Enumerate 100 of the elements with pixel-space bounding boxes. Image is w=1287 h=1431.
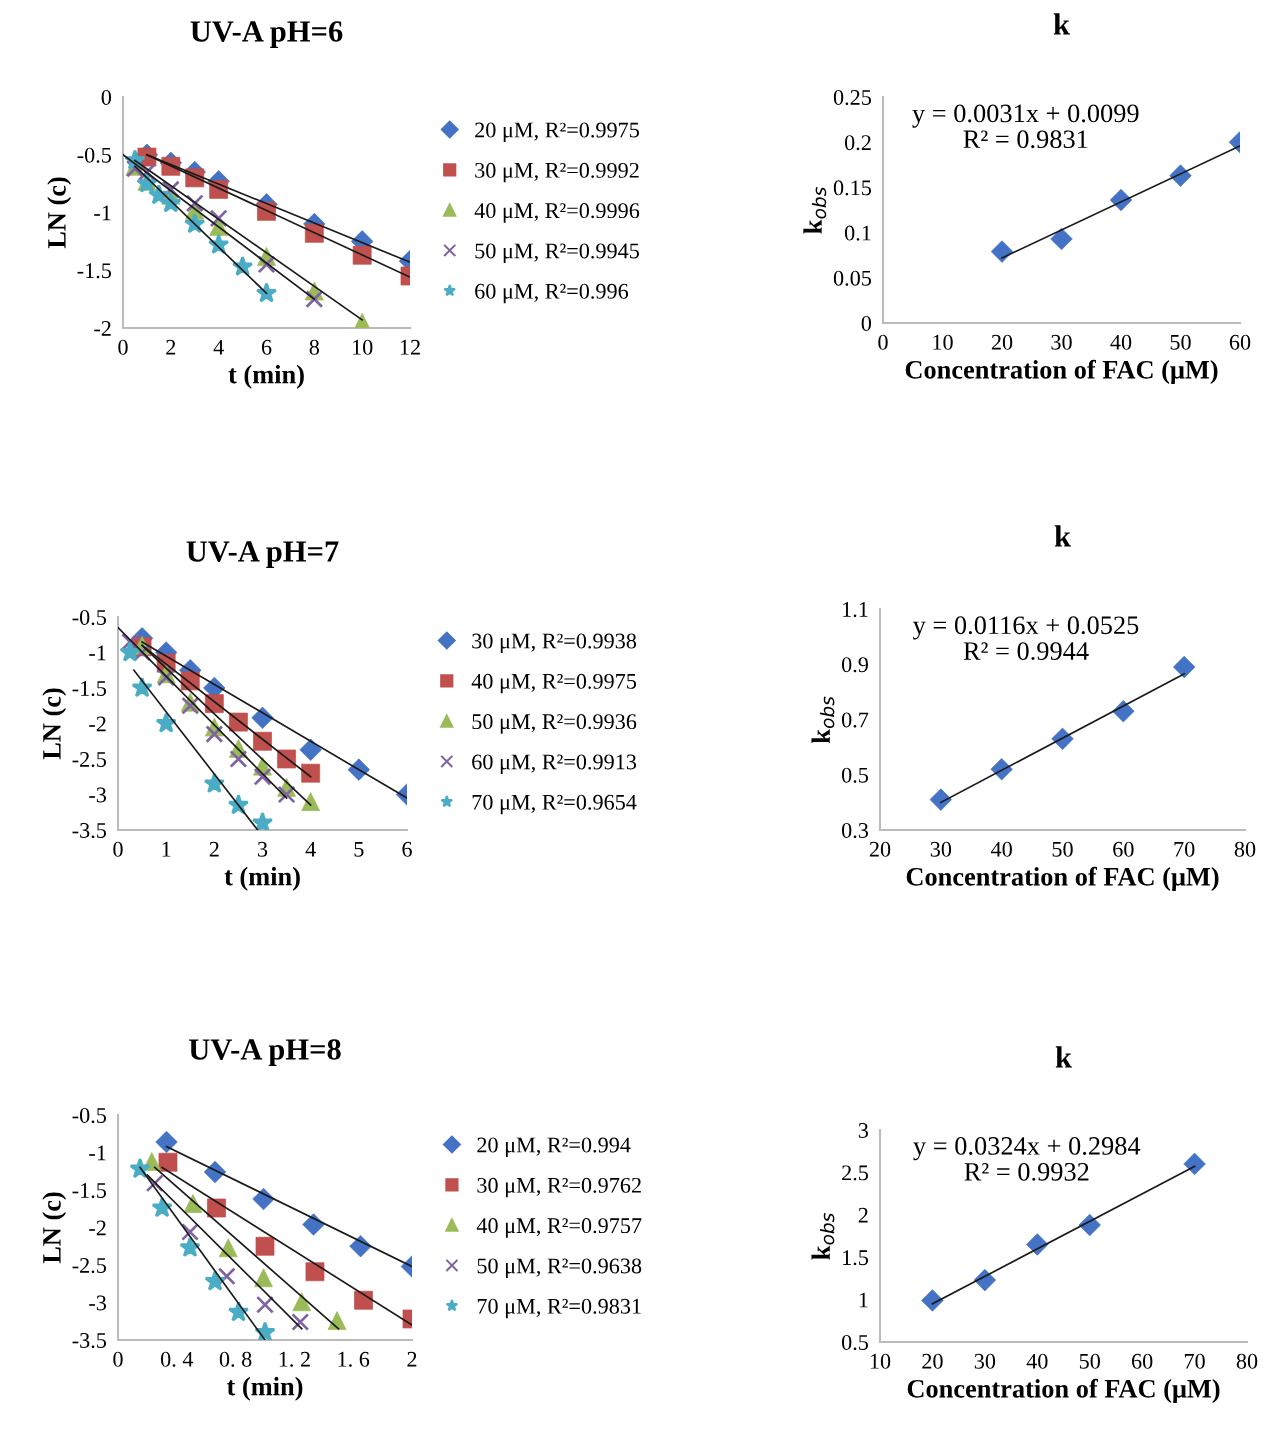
y-tick-label: -3.5 bbox=[72, 822, 107, 839]
y-tick-label: -0.5 bbox=[72, 609, 107, 626]
y-axis-title: LN (c) bbox=[47, 177, 72, 249]
x-tick-label: 4 bbox=[305, 841, 316, 857]
x-tick-label: 50 bbox=[1052, 841, 1073, 857]
x-tick-label: 50 bbox=[1170, 334, 1191, 350]
y-tick-label: 1 bbox=[859, 1292, 868, 1308]
annotation: y = 0.0324x + 0.2984 R² = 0.9932 bbox=[913, 1137, 1141, 1181]
x-axis-title: Concentration of FAC (μM) bbox=[907, 1378, 1220, 1404]
chart-title: k bbox=[1054, 525, 1071, 547]
x-tick-label: 10 bbox=[870, 1353, 891, 1369]
x-axis-title: t (min) bbox=[226, 1376, 303, 1401]
y-tick-label: 0.5 bbox=[841, 1334, 869, 1351]
x-tick-label: 70 bbox=[1184, 1353, 1205, 1369]
y-tick-label: -1 bbox=[89, 645, 106, 661]
y-tick-label: -1.5 bbox=[77, 263, 112, 279]
legend-label: 20 μM, R²=0.994 bbox=[477, 1137, 631, 1158]
y-tick-label: 0.05 bbox=[833, 270, 872, 286]
x-tick-label: 5 bbox=[354, 841, 364, 857]
x-tick-label: 0 bbox=[118, 339, 128, 355]
x-tick-label: 4 bbox=[213, 339, 224, 355]
legend-label: 40 μM, R²=0.9975 bbox=[471, 673, 637, 694]
x-tick-label: 40 bbox=[1110, 334, 1132, 350]
legend-label: 70 μM, R²=0.9654 bbox=[472, 794, 637, 815]
x-tick-label: 0 bbox=[113, 841, 123, 857]
x-tick-label: 2 bbox=[209, 841, 219, 857]
y-tick-label: -3 bbox=[89, 1295, 107, 1311]
y-tick-label: 2.5 bbox=[842, 1165, 869, 1181]
y-tick-label: 0.2 bbox=[844, 135, 871, 151]
x-tick-label: 40 bbox=[1026, 1353, 1048, 1369]
x-tick-label: 40 bbox=[990, 841, 1012, 857]
legend-label: 50 μM, R²=0.9936 bbox=[472, 714, 637, 734]
x-tick-label: 10 bbox=[933, 334, 953, 350]
x-tick-label: 20 bbox=[869, 841, 891, 857]
x-tick-label: 6 bbox=[261, 339, 272, 355]
legend-label: 50 μM, R²=0.9638 bbox=[477, 1258, 642, 1278]
x-tick-label: 20 bbox=[922, 1353, 943, 1369]
chart-title: UV-A pH=6 bbox=[190, 21, 343, 48]
chart-title: UV-A pH=7 bbox=[186, 541, 339, 568]
y-tick-label: 3 bbox=[858, 1122, 869, 1138]
y-tick-label: 0.15 bbox=[833, 180, 872, 196]
x-tick-label: 8 bbox=[309, 339, 320, 355]
x-tick-label: 12 bbox=[400, 339, 420, 355]
x-tick-label: 20 bbox=[991, 334, 1013, 350]
y-tick-label: 0.5 bbox=[841, 767, 869, 783]
y-tick-label: -2 bbox=[94, 320, 111, 336]
legend-label: 30 μM, R²=0.9762 bbox=[477, 1177, 641, 1198]
legend-label: 40 μM, R²=0.9996 bbox=[474, 203, 640, 223]
x-tick-label: 1 bbox=[162, 841, 171, 857]
legend-label: 30 μM, R²=0.9938 bbox=[472, 633, 637, 654]
x-tick-label: 30 bbox=[930, 841, 952, 857]
y-tick-label: 0 bbox=[101, 89, 112, 105]
x-tick-label: 50 bbox=[1079, 1353, 1100, 1369]
legend-label: 60 μM, R²=0.9913 bbox=[472, 754, 637, 774]
y-axis-title: LN (c) bbox=[42, 1192, 67, 1264]
x-tick-label: 80 bbox=[1234, 841, 1256, 857]
x-tick-label: 1. 2 bbox=[279, 1351, 310, 1367]
y-tick-label: -0.5 bbox=[77, 147, 112, 163]
x-tick-label: 60 bbox=[1131, 1353, 1153, 1369]
y-tick-label: 1.5 bbox=[843, 1250, 869, 1266]
y-tick-label: 2 bbox=[858, 1207, 868, 1223]
legend-label: 70 μM, R²=0.9831 bbox=[477, 1298, 641, 1319]
y-tick-label: -2 bbox=[89, 716, 106, 732]
y-tick-label: 0 bbox=[861, 315, 872, 331]
y-tick-label: -1.5 bbox=[72, 1183, 107, 1199]
x-tick-label: 1. 6 bbox=[338, 1351, 370, 1367]
y-tick-label: -2.5 bbox=[72, 751, 107, 768]
x-tick-label: 30 bbox=[1051, 334, 1072, 350]
y-axis-title: k$_{obs}$ bbox=[803, 187, 827, 234]
y-tick-label: -1 bbox=[94, 205, 111, 221]
legend-label: 40 μM, R²=0.9757 bbox=[476, 1218, 642, 1238]
x-tick-label: 0. 8 bbox=[219, 1351, 252, 1367]
x-axis-title: t (min) bbox=[228, 364, 304, 389]
y-tick-label: 0.1 bbox=[844, 225, 871, 241]
y-tick-label: 0.9 bbox=[841, 657, 868, 673]
x-tick-label: 30 bbox=[974, 1353, 996, 1369]
chart-title: UV-A pH=8 bbox=[189, 1039, 341, 1066]
y-tick-label: -2 bbox=[89, 1220, 106, 1236]
legend-label: 30 μM, R²=0.9992 bbox=[475, 162, 639, 183]
x-tick-label: 80 bbox=[1236, 1353, 1258, 1369]
x-tick-label: 0 bbox=[878, 334, 888, 350]
y-tick-label: 1.1 bbox=[843, 602, 868, 618]
x-axis-title: t (min) bbox=[224, 866, 300, 891]
y-tick-label: 0.3 bbox=[841, 822, 869, 839]
x-tick-label: 60 bbox=[1113, 841, 1134, 857]
x-tick-label: 3 bbox=[258, 841, 268, 857]
x-tick-label: 2 bbox=[166, 339, 176, 355]
y-tick-label: -2.5 bbox=[72, 1257, 107, 1274]
y-axis-title: k$_{obs}$ bbox=[811, 1213, 835, 1260]
x-axis-title: Concentration of FAC (μM) bbox=[906, 866, 1219, 892]
y-axis-title: k$_{obs}$ bbox=[811, 696, 835, 744]
y-tick-label: -1.5 bbox=[72, 681, 107, 697]
chart-title: k bbox=[1055, 1046, 1072, 1068]
x-axis-title: Concentration of FAC (μM) bbox=[905, 359, 1218, 385]
legend-label: 50 μM, R²=0.9945 bbox=[475, 243, 639, 263]
x-tick-label: 0 bbox=[113, 1351, 123, 1367]
y-tick-label: 0.25 bbox=[833, 89, 872, 106]
x-tick-label: 10 bbox=[353, 339, 373, 355]
x-tick-label: 0. 4 bbox=[160, 1351, 194, 1367]
chart-title: k bbox=[1053, 13, 1070, 35]
